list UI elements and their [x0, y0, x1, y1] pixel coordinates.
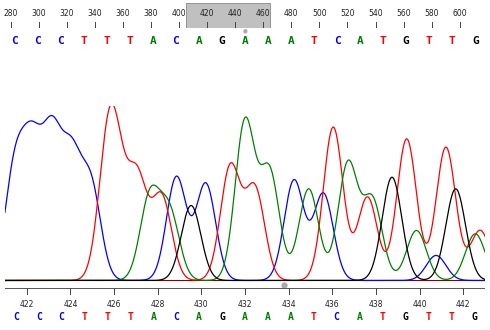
Text: A: A	[242, 36, 248, 46]
Text: 424: 424	[63, 300, 77, 309]
Text: T: T	[448, 312, 454, 322]
Text: G: G	[402, 312, 408, 322]
Text: T: T	[127, 312, 133, 322]
Text: T: T	[380, 312, 386, 322]
Text: 580: 580	[424, 9, 439, 18]
Text: C: C	[11, 36, 18, 46]
Text: ●: ●	[243, 29, 247, 34]
Text: 300: 300	[31, 9, 46, 18]
Text: C: C	[172, 36, 179, 46]
Text: 540: 540	[368, 9, 383, 18]
Text: G: G	[219, 36, 225, 46]
Text: 440: 440	[412, 300, 427, 309]
Text: T: T	[449, 36, 456, 46]
FancyBboxPatch shape	[186, 3, 270, 28]
Text: 428: 428	[150, 300, 165, 309]
Text: 438: 438	[368, 300, 383, 309]
Text: 440: 440	[228, 9, 243, 18]
Text: A: A	[357, 312, 363, 322]
Text: T: T	[380, 36, 387, 46]
Text: C: C	[59, 312, 65, 322]
Text: T: T	[425, 312, 431, 322]
Text: T: T	[311, 36, 318, 46]
Text: G: G	[472, 36, 479, 46]
Text: A: A	[196, 312, 202, 322]
Text: A: A	[265, 312, 271, 322]
Text: A: A	[242, 312, 248, 322]
Text: C: C	[334, 312, 340, 322]
Text: 436: 436	[325, 300, 340, 309]
Text: A: A	[196, 36, 202, 46]
Text: A: A	[357, 36, 364, 46]
Text: 432: 432	[238, 300, 252, 309]
Text: 400: 400	[172, 9, 186, 18]
Text: T: T	[82, 312, 88, 322]
Text: C: C	[173, 312, 179, 322]
Text: 426: 426	[107, 300, 122, 309]
Text: C: C	[36, 312, 42, 322]
Text: A: A	[150, 312, 156, 322]
Text: A: A	[149, 36, 156, 46]
Text: 380: 380	[144, 9, 158, 18]
Text: 360: 360	[116, 9, 130, 18]
Text: T: T	[103, 36, 110, 46]
Text: 280: 280	[3, 9, 18, 18]
Text: T: T	[80, 36, 87, 46]
Text: 340: 340	[87, 9, 102, 18]
Text: G: G	[219, 312, 225, 322]
Text: 422: 422	[20, 300, 34, 309]
Text: C: C	[57, 36, 64, 46]
Text: A: A	[265, 36, 271, 46]
Text: 442: 442	[456, 300, 470, 309]
Text: C: C	[13, 312, 19, 322]
Text: T: T	[426, 36, 433, 46]
Text: 430: 430	[194, 300, 209, 309]
Text: 460: 460	[256, 9, 270, 18]
Text: C: C	[334, 36, 341, 46]
Text: 500: 500	[312, 9, 327, 18]
Text: C: C	[34, 36, 41, 46]
Text: G: G	[403, 36, 410, 46]
Text: 600: 600	[452, 9, 467, 18]
Text: 560: 560	[396, 9, 411, 18]
Text: 320: 320	[59, 9, 74, 18]
Text: T: T	[311, 312, 317, 322]
Text: A: A	[288, 312, 294, 322]
Text: G: G	[471, 312, 477, 322]
Text: A: A	[288, 36, 294, 46]
Text: 480: 480	[284, 9, 298, 18]
Text: 420: 420	[200, 9, 214, 18]
Text: T: T	[104, 312, 110, 322]
Text: 434: 434	[281, 300, 296, 309]
Text: T: T	[126, 36, 133, 46]
Text: 520: 520	[340, 9, 355, 18]
